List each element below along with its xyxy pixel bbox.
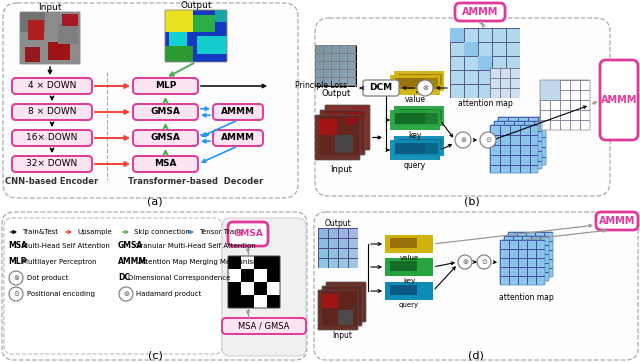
Circle shape: [119, 287, 133, 301]
Text: attention map: attention map: [458, 99, 513, 109]
Circle shape: [480, 132, 496, 148]
Text: 16× DOWN: 16× DOWN: [26, 134, 77, 143]
Circle shape: [458, 255, 472, 269]
Text: Train&Test: Train&Test: [22, 229, 58, 235]
Text: key: key: [403, 278, 415, 284]
Text: Hadamard product: Hadamard product: [136, 291, 202, 297]
Text: ⊛: ⊛: [123, 291, 129, 297]
Text: ⊗: ⊗: [462, 259, 468, 265]
FancyBboxPatch shape: [133, 156, 198, 172]
Text: GMSA: GMSA: [118, 241, 143, 250]
FancyBboxPatch shape: [133, 78, 198, 94]
Text: Output: Output: [180, 1, 212, 11]
Text: GMSA: GMSA: [233, 229, 263, 238]
FancyBboxPatch shape: [455, 3, 505, 21]
Text: query: query: [399, 302, 419, 308]
Text: AMMM: AMMM: [221, 134, 255, 143]
Text: AMMM: AMMM: [599, 216, 635, 226]
Text: Granular Multi-Head Self Attention: Granular Multi-Head Self Attention: [135, 243, 256, 249]
Text: Multi-Head Self Attention: Multi-Head Self Attention: [22, 243, 110, 249]
Text: CNN-based Encoder: CNN-based Encoder: [5, 178, 99, 187]
Text: Principle Loss: Principle Loss: [295, 82, 347, 90]
Text: (b): (b): [464, 197, 480, 207]
FancyBboxPatch shape: [12, 130, 92, 146]
Text: AMMM: AMMM: [221, 107, 255, 117]
Text: query: query: [404, 160, 426, 170]
Text: Input: Input: [331, 164, 353, 174]
Text: MLP: MLP: [8, 257, 26, 266]
Circle shape: [455, 132, 471, 148]
FancyBboxPatch shape: [4, 218, 222, 354]
Text: Upsample: Upsample: [77, 229, 112, 235]
Text: key: key: [408, 131, 422, 139]
FancyBboxPatch shape: [2, 212, 307, 360]
Text: MSA / GMSA: MSA / GMSA: [238, 322, 290, 330]
Text: (c): (c): [148, 351, 163, 361]
FancyBboxPatch shape: [213, 104, 263, 120]
FancyBboxPatch shape: [222, 218, 306, 356]
Text: Multilayer Perceptron: Multilayer Perceptron: [22, 259, 97, 265]
FancyBboxPatch shape: [314, 212, 638, 360]
FancyBboxPatch shape: [12, 78, 92, 94]
Text: AMMM: AMMM: [118, 257, 147, 266]
FancyBboxPatch shape: [315, 18, 610, 196]
Circle shape: [9, 287, 23, 301]
Text: Positional encoding: Positional encoding: [27, 291, 95, 297]
FancyBboxPatch shape: [213, 130, 263, 146]
FancyBboxPatch shape: [133, 104, 198, 120]
Circle shape: [417, 80, 433, 96]
Text: 8 × DOWN: 8 × DOWN: [28, 107, 76, 117]
Text: GMSA: GMSA: [150, 107, 180, 117]
Text: ⊗: ⊗: [422, 85, 428, 91]
Text: Transformer-based  Decoder: Transformer-based Decoder: [129, 178, 264, 187]
Text: (a): (a): [147, 197, 163, 207]
Text: MLP: MLP: [155, 82, 176, 90]
Circle shape: [9, 271, 23, 285]
Text: Input: Input: [332, 331, 352, 340]
FancyBboxPatch shape: [600, 60, 638, 140]
FancyBboxPatch shape: [3, 3, 298, 198]
Text: Skip connection: Skip connection: [134, 229, 190, 235]
Text: value: value: [404, 95, 426, 105]
Text: MSA: MSA: [8, 241, 27, 250]
Text: Output: Output: [324, 219, 351, 228]
Text: Output: Output: [321, 89, 351, 98]
Text: Tensor Trans: Tensor Trans: [199, 229, 243, 235]
FancyBboxPatch shape: [222, 318, 306, 334]
Text: ⊙: ⊙: [481, 259, 487, 265]
Text: value: value: [399, 255, 419, 261]
Text: ⊙: ⊙: [13, 291, 19, 297]
Text: Input: Input: [38, 4, 61, 12]
Text: DCM: DCM: [369, 83, 392, 93]
Text: 4 × DOWN: 4 × DOWN: [28, 82, 76, 90]
Text: 32× DOWN: 32× DOWN: [26, 159, 77, 168]
Text: DC: DC: [118, 273, 130, 282]
Circle shape: [477, 255, 491, 269]
FancyBboxPatch shape: [596, 212, 638, 230]
Text: AMMM: AMMM: [601, 95, 637, 105]
Text: GMSA: GMSA: [150, 134, 180, 143]
Text: Attention Map Merging Mechanism: Attention Map Merging Mechanism: [138, 259, 260, 265]
Text: ⊙: ⊙: [485, 137, 491, 143]
Text: ⊗: ⊗: [460, 137, 466, 143]
Text: Dot product: Dot product: [27, 275, 68, 281]
FancyBboxPatch shape: [228, 222, 268, 246]
FancyBboxPatch shape: [12, 104, 92, 120]
Text: attention map: attention map: [499, 294, 554, 302]
Text: Dimensional Correspondence: Dimensional Correspondence: [128, 275, 230, 281]
FancyBboxPatch shape: [363, 80, 399, 96]
FancyBboxPatch shape: [12, 156, 92, 172]
Text: (d): (d): [468, 351, 484, 361]
FancyBboxPatch shape: [133, 130, 198, 146]
Text: MSA: MSA: [154, 159, 177, 168]
Text: ⊗: ⊗: [13, 275, 19, 281]
Text: AMMM: AMMM: [462, 7, 498, 17]
